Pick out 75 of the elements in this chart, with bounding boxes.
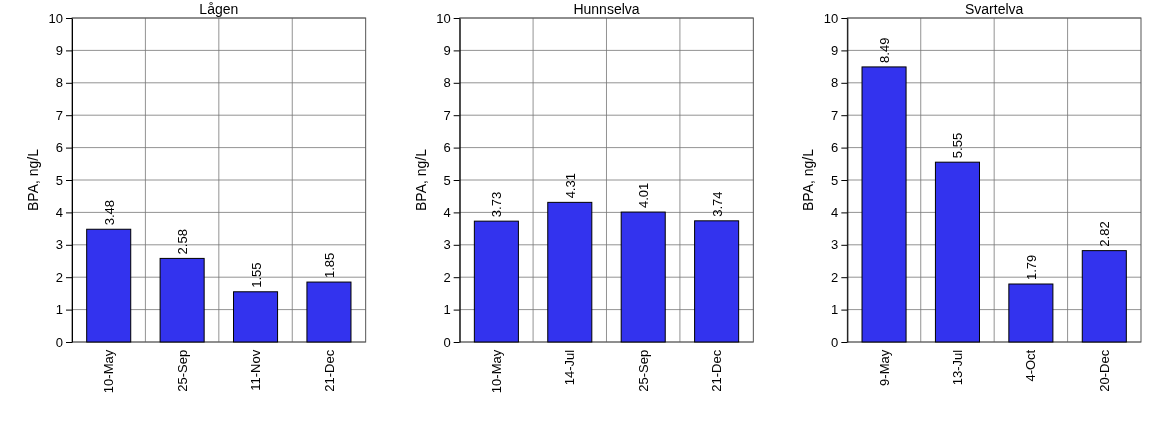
y-tick-label: 4 <box>831 205 839 221</box>
bar <box>547 201 593 343</box>
x-tick-label: 21-Dec <box>709 349 725 392</box>
x-tick-label: 11-Nov <box>248 349 264 391</box>
x-tick-label: 21-Dec <box>321 349 337 392</box>
y-tick-label: 2 <box>55 269 63 285</box>
x-tick-label: 10-May <box>101 349 117 394</box>
bar <box>233 291 279 343</box>
y-tick-label: 8 <box>55 75 63 91</box>
bar <box>1081 250 1127 343</box>
y-axis-title: BPA, ng/L <box>412 148 429 212</box>
y-tick-label: 7 <box>443 107 451 123</box>
data-label: 1.85 <box>321 252 337 279</box>
data-label: 4.31 <box>562 173 578 199</box>
y-tick-label: 1 <box>55 302 63 318</box>
y-tick-label: 2 <box>443 269 451 285</box>
y-tick-label: 5 <box>443 172 451 188</box>
bar <box>159 257 205 343</box>
y-tick-label: 1 <box>831 302 839 318</box>
y-tick-label: 9 <box>831 43 839 59</box>
y-tick-label: 0 <box>831 334 839 350</box>
y-tick-label: 2 <box>831 269 839 285</box>
y-tick-label: 9 <box>55 43 63 59</box>
y-tick-label: 8 <box>443 75 451 91</box>
data-label: 1.55 <box>248 262 264 288</box>
y-tick-label: 4 <box>443 205 451 221</box>
chart-title: Svartelva <box>964 1 1024 17</box>
y-tick-label: 0 <box>443 334 451 350</box>
y-tick-label: 5 <box>55 172 63 188</box>
y-axis-title: BPA, ng/L <box>800 148 817 212</box>
y-tick-label: 10 <box>436 10 451 26</box>
data-label: 5.55 <box>950 132 966 159</box>
data-label: 8.49 <box>877 37 893 63</box>
x-tick-label: 25-Sep <box>635 349 651 392</box>
y-tick-label: 1 <box>443 302 451 318</box>
data-label: 2.82 <box>1097 221 1113 247</box>
x-tick-label: 10-May <box>488 349 504 394</box>
bar <box>1008 283 1054 343</box>
x-tick-label: 25-Sep <box>174 349 190 392</box>
y-tick-label: 6 <box>443 140 451 156</box>
y-tick-label: 6 <box>55 140 63 156</box>
x-tick-label: 13-Jul <box>950 349 966 386</box>
y-tick-label: 5 <box>831 172 839 188</box>
bar <box>306 281 352 343</box>
x-tick-label: 9-May <box>876 349 892 386</box>
bar <box>473 220 519 343</box>
y-tick-label: 7 <box>55 107 63 123</box>
chart-title: Hunnselva <box>573 1 640 17</box>
y-tick-label: 10 <box>48 10 63 26</box>
y-tick-label: 6 <box>831 140 839 156</box>
chart-title: Lågen <box>199 1 239 17</box>
bar <box>934 161 980 343</box>
y-tick-label: 3 <box>55 237 63 253</box>
data-label: 3.74 <box>709 191 725 217</box>
bar <box>86 228 132 343</box>
x-tick-label: 4-Oct <box>1023 349 1039 382</box>
y-tick-label: 0 <box>55 334 63 350</box>
y-tick-label: 8 <box>831 75 839 91</box>
y-tick-label: 4 <box>55 205 63 221</box>
data-label: 3.48 <box>101 199 117 226</box>
x-tick-label: 14-Jul <box>562 349 578 386</box>
bar <box>861 66 907 343</box>
y-tick-label: 9 <box>443 43 451 59</box>
data-label: 1.79 <box>1023 254 1039 280</box>
x-tick-label: 20-Dec <box>1096 349 1112 392</box>
data-label: 3.73 <box>489 191 505 218</box>
bar <box>620 211 666 343</box>
y-tick-label: 10 <box>823 10 839 26</box>
data-label: 4.01 <box>636 182 652 209</box>
bar <box>694 220 740 343</box>
y-tick-label: 7 <box>831 107 839 123</box>
y-axis-title: BPA, ng/L <box>25 148 41 212</box>
y-tick-label: 3 <box>443 237 451 253</box>
y-tick-label: 3 <box>831 237 839 253</box>
data-label: 2.58 <box>175 229 191 255</box>
